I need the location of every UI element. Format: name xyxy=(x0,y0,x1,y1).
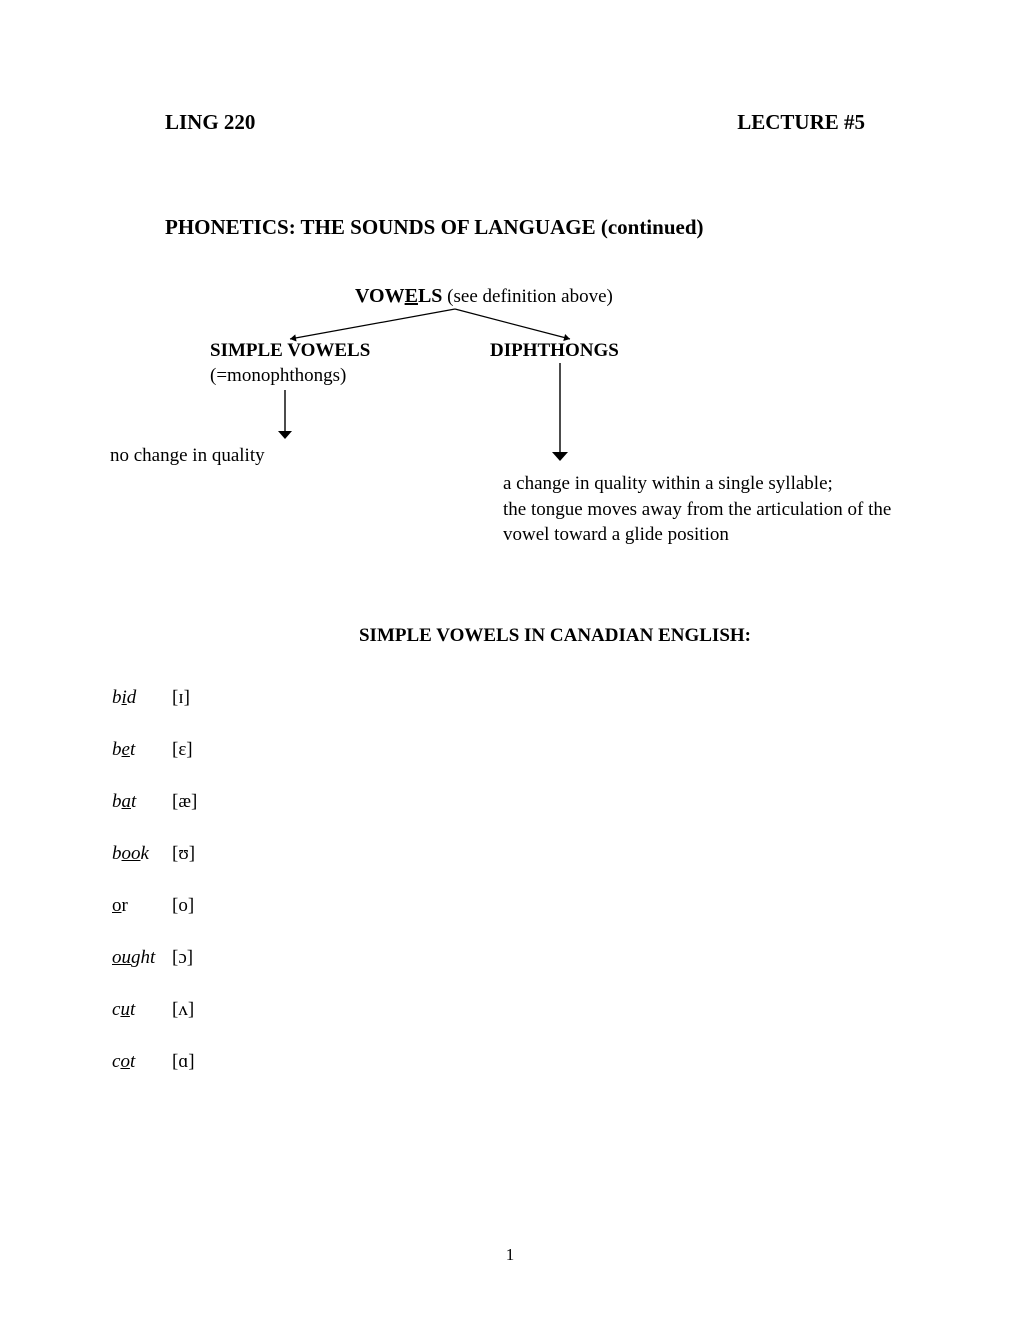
vowel-row: book[ʊ] xyxy=(112,843,910,865)
vowel-ipa: [o] xyxy=(172,895,194,917)
left-branch-desc: no change in quality xyxy=(110,445,265,467)
vowel-row: or[o] xyxy=(112,895,910,917)
left-branch-label: SIMPLE VOWELS xyxy=(210,340,370,362)
root-bold-under: E xyxy=(405,285,418,307)
right-branch-label: DIPHTHONGS xyxy=(490,340,619,362)
left-branch-sub: (=monophthongs) xyxy=(210,365,346,387)
page: LING 220 LECTURE #5 PHONETICS: THE SOUND… xyxy=(0,0,1020,1073)
left-arrow xyxy=(275,390,295,450)
diagram-root-label: VOWELS (see definition above) xyxy=(355,285,613,308)
vowel-word: cot xyxy=(112,1051,172,1073)
vowel-word: bid xyxy=(112,687,172,709)
vowel-row: bid[ɪ] xyxy=(112,687,910,709)
vowel-ipa: [ɔ] xyxy=(172,947,193,969)
vowel-word: bet xyxy=(112,739,172,761)
vowel-row: cut[ʌ] xyxy=(112,999,910,1021)
page-number: 1 xyxy=(0,1245,1020,1265)
vowel-row: cot[ɑ] xyxy=(112,1051,910,1073)
vowel-ipa: [ɪ] xyxy=(172,687,190,709)
page-title: PHONETICS: THE SOUNDS OF LANGUAGE (conti… xyxy=(165,215,910,240)
vowel-word: cut xyxy=(112,999,172,1021)
vowel-diagram: VOWELS (see definition above) SIMPLE VOW… xyxy=(110,285,910,575)
vowel-ipa: [æ] xyxy=(172,791,197,813)
vowel-ipa: [ɑ] xyxy=(172,1051,195,1073)
vowel-row: ought[ɔ] xyxy=(112,947,910,969)
vowel-row: bet[ɛ] xyxy=(112,739,910,761)
root-bold-suffix: LS xyxy=(418,285,442,307)
root-bold-prefix: VOW xyxy=(355,285,405,307)
header-row: LING 220 LECTURE #5 xyxy=(165,110,865,135)
right-desc-line3: vowel toward a glide position xyxy=(503,522,891,548)
root-paren: (see definition above) xyxy=(442,286,612,307)
header-left: LING 220 xyxy=(165,110,255,135)
vowel-ipa: [ʌ] xyxy=(172,999,194,1021)
vowel-ipa: [ʊ] xyxy=(172,843,195,865)
vowel-list: bid[ɪ] bet[ɛ] bat[æ] book[ʊ] or[o] ought[ɔ] cu… xyxy=(112,687,910,1073)
vowel-word: or xyxy=(112,895,172,917)
section-heading: SIMPLE VOWELS IN CANADIAN ENGLISH: xyxy=(200,625,910,647)
right-branch-desc: a change in quality within a single syll… xyxy=(503,471,891,548)
vowel-word: ought xyxy=(112,947,172,969)
right-desc-line1: a change in quality within a single syll… xyxy=(503,471,891,497)
right-desc-line2: the tongue moves away from the articulat… xyxy=(503,497,891,523)
right-arrow xyxy=(550,363,570,463)
vowel-ipa: [ɛ] xyxy=(172,739,193,761)
vowel-word: bat xyxy=(112,791,172,813)
vowel-word: book xyxy=(112,843,172,865)
header-right: LECTURE #5 xyxy=(737,110,865,135)
vowel-row: bat[æ] xyxy=(112,791,910,813)
